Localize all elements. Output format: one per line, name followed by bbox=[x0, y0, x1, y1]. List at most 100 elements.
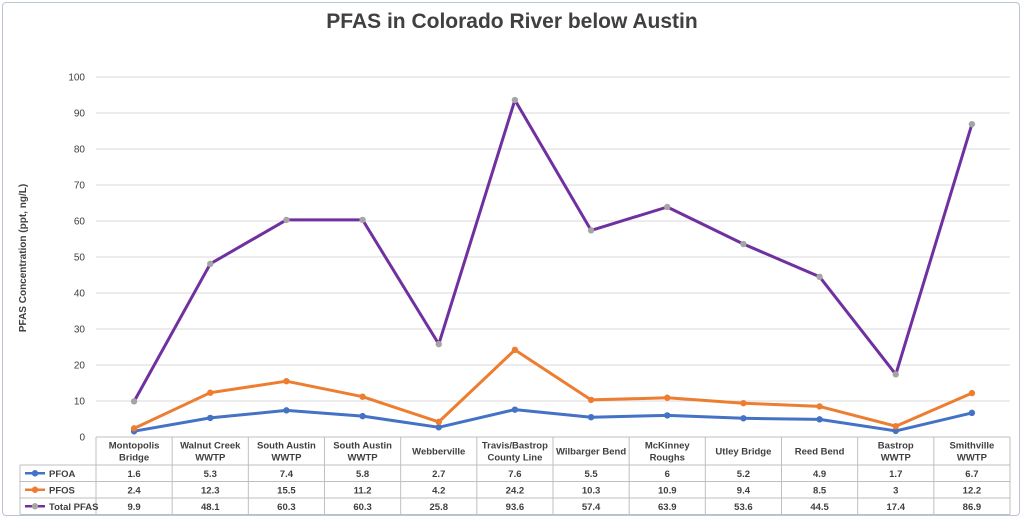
y-tick-label: 80 bbox=[74, 145, 86, 156]
data-label: 86.9 bbox=[963, 502, 982, 513]
data-label: 5.8 bbox=[356, 469, 369, 480]
data-label: 6 bbox=[665, 469, 670, 480]
y-tick-label: 30 bbox=[74, 325, 86, 336]
data-point bbox=[740, 415, 747, 422]
axes: 0 10 20 30 40 50 60 70 80 90 100 bbox=[68, 73, 1010, 444]
data-point bbox=[968, 120, 976, 128]
data-label: 9.4 bbox=[737, 485, 751, 496]
x-category-label: Bridge bbox=[119, 453, 149, 464]
data-label: 7.6 bbox=[508, 469, 521, 480]
data-label: 48.1 bbox=[201, 502, 220, 513]
data-point bbox=[207, 389, 214, 396]
data-label: 8.5 bbox=[813, 485, 827, 496]
legend-key-marker bbox=[31, 503, 39, 510]
data-label: 1.7 bbox=[889, 469, 902, 480]
data-point bbox=[207, 260, 214, 268]
data-point bbox=[511, 406, 519, 413]
x-category-label: Wilbarger Bend bbox=[556, 447, 626, 458]
data-label: 15.5 bbox=[277, 485, 296, 496]
x-category-label: Roughs bbox=[650, 453, 685, 464]
chart-title: PFAS in Colorado River below Austin bbox=[326, 10, 698, 33]
x-category-label: McKinney bbox=[645, 441, 691, 452]
data-label: 4.2 bbox=[432, 485, 445, 496]
data-point bbox=[968, 409, 976, 417]
data-point bbox=[816, 416, 823, 423]
x-category-label: Reed Bend bbox=[795, 447, 845, 458]
data-label: 5.2 bbox=[737, 469, 750, 480]
y-tick-label: 60 bbox=[74, 217, 86, 228]
data-label: 6.7 bbox=[965, 469, 978, 480]
data-point bbox=[359, 216, 366, 224]
data-label: 24.2 bbox=[506, 485, 525, 496]
data-label: 60.3 bbox=[353, 502, 372, 513]
data-point bbox=[130, 425, 138, 432]
gridlines bbox=[96, 76, 1010, 438]
x-category-label: Smithville bbox=[949, 441, 994, 452]
data-point bbox=[968, 389, 976, 397]
data-label: 5.5 bbox=[584, 469, 598, 480]
data-label: 12.2 bbox=[963, 485, 982, 496]
data-label: 25.8 bbox=[430, 502, 449, 513]
x-category-label: WWTP bbox=[957, 453, 988, 464]
data-point bbox=[207, 414, 214, 422]
legend-entry: PFOA bbox=[49, 469, 76, 480]
y-tick-label: 40 bbox=[74, 289, 86, 300]
x-category-label: Montopolis bbox=[109, 441, 160, 452]
data-label: 2.4 bbox=[127, 485, 141, 496]
legend-entry: PFOS bbox=[49, 485, 75, 496]
data-point bbox=[283, 407, 290, 414]
data-point bbox=[435, 418, 442, 426]
y-tick-label: 0 bbox=[79, 433, 85, 444]
data-point bbox=[359, 412, 366, 420]
data-point bbox=[816, 273, 823, 280]
data-point bbox=[435, 424, 442, 431]
data-point bbox=[816, 403, 823, 410]
data-label: 2.7 bbox=[432, 469, 445, 480]
data-label: 93.6 bbox=[506, 502, 525, 513]
data-label: 53.6 bbox=[734, 502, 753, 513]
x-category-label: Utley Bridge bbox=[715, 447, 771, 458]
data-point bbox=[587, 396, 595, 404]
y-tick-label: 10 bbox=[74, 397, 86, 408]
data-label: 12.3 bbox=[201, 485, 220, 496]
data-point bbox=[664, 394, 671, 401]
legend-key-marker bbox=[31, 486, 39, 493]
data-label: 3 bbox=[893, 485, 898, 496]
data-point bbox=[664, 203, 671, 211]
y-tick-label: 100 bbox=[68, 73, 85, 84]
data-label: 17.4 bbox=[887, 502, 906, 513]
data-point bbox=[130, 398, 138, 405]
data-point bbox=[435, 340, 442, 348]
data-point bbox=[359, 393, 366, 400]
series-line bbox=[133, 348, 973, 430]
data-label: 7.4 bbox=[280, 469, 294, 480]
data-label: 10.9 bbox=[658, 485, 677, 496]
series-line bbox=[133, 408, 973, 433]
x-category-label: WWTP bbox=[195, 453, 226, 464]
data-point bbox=[587, 227, 595, 234]
x-category-label: South Austin bbox=[257, 441, 316, 452]
data-point bbox=[283, 378, 290, 385]
data-label: 4.9 bbox=[813, 469, 826, 480]
series-line bbox=[132, 98, 974, 403]
data-point bbox=[283, 216, 290, 224]
data-label: 44.5 bbox=[810, 502, 829, 513]
data-point bbox=[511, 96, 519, 104]
y-axis-label: PFAS Concentration (ppt, ng/L) bbox=[18, 184, 29, 332]
series-lines bbox=[130, 96, 976, 435]
data-point bbox=[892, 371, 899, 378]
data-label: 11.2 bbox=[354, 485, 372, 496]
data-point bbox=[892, 427, 899, 435]
data-point bbox=[740, 399, 747, 407]
data-label: 60.3 bbox=[277, 502, 296, 513]
data-point bbox=[511, 346, 519, 354]
x-category-label: Bastrop bbox=[878, 441, 914, 452]
data-point bbox=[892, 423, 899, 430]
y-tick-label: 70 bbox=[74, 181, 86, 192]
x-category-label: WWTP bbox=[881, 453, 912, 464]
data-point bbox=[740, 240, 747, 248]
x-category-label: Travis/Bastrop bbox=[482, 441, 548, 452]
